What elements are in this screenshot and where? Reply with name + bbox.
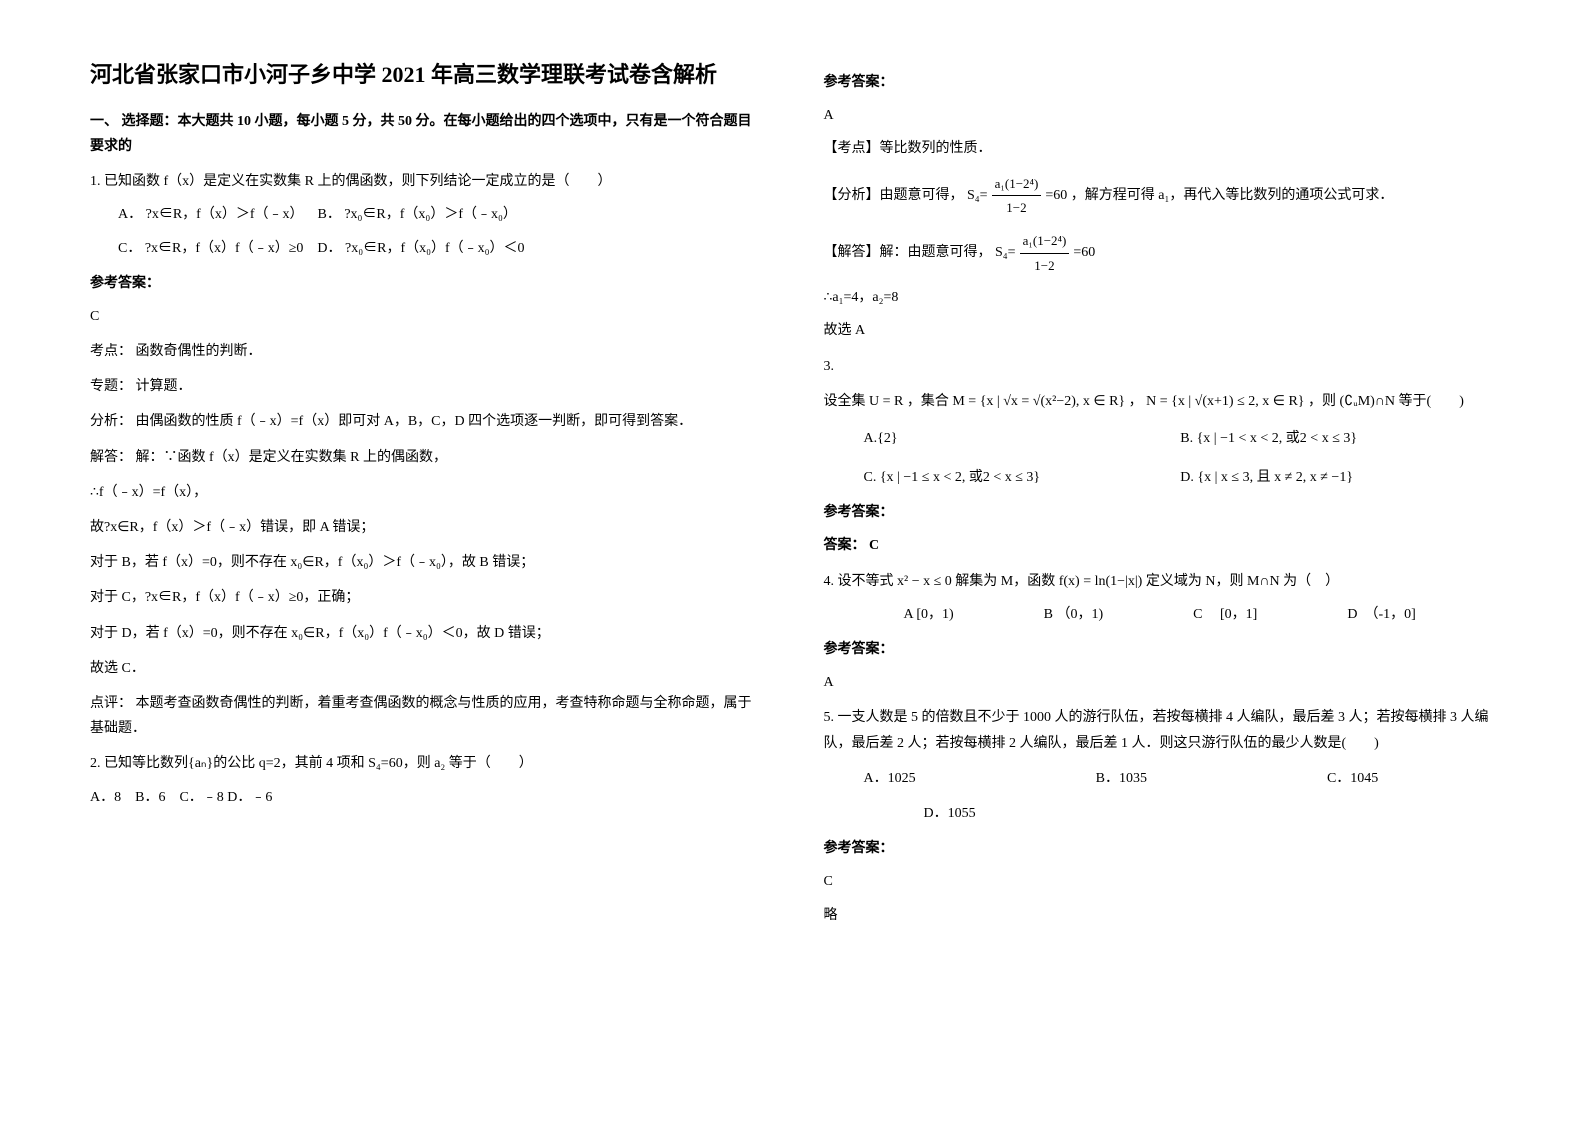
q2-jieda: 【解答】解：由题意可得， S₄= a₁(1−2⁴) 1−2 =60 — [824, 229, 1498, 277]
q3-option-a: A.{2} — [864, 426, 1181, 451]
left-column: 河北省张家口市小河子乡中学 2021 年高三数学理联考试卷含解析 一、 选择题：… — [90, 60, 764, 1062]
q5-option-d: D．1055 — [824, 801, 1498, 826]
q4-answer: A — [824, 670, 1498, 695]
q1-option-a: A． ?x∈R，f（x）＞f（﹣x） — [118, 207, 304, 222]
q1-jieda-7: 故选 C． — [90, 656, 764, 681]
q1-option-b: B． ?x₀∈R，f（x₀）＞f（﹣x₀） — [318, 207, 517, 222]
q1-ref-heading: 参考答案： — [90, 271, 764, 296]
q3-stem-pre: 设全集 U = R ，集合 — [824, 394, 949, 409]
q3-ref-heading: 参考答案： — [824, 500, 1498, 525]
q1-jieda-4: 对于 B，若 f（x）=0，则不存在 x₀∈R，f（x₀）＞f（﹣x₀），故 B… — [90, 550, 764, 575]
q3-answer: 答案： C — [824, 533, 1498, 558]
q2-stem: 2. 已知等比数列{aₙ}的公比 q=2，其前 4 项和 S₄=60，则 a₂ … — [90, 751, 764, 776]
q5-option-a: A．1025 — [864, 766, 916, 791]
q1-option-c: C． ?x∈R，f（x）f（﹣x）≥0 — [118, 241, 303, 256]
q4-option-d: D （-1，0] — [1347, 602, 1415, 627]
q1-options-row2: C． ?x∈R，f（x）f（﹣x）≥0 D． ?x₀∈R，f（x₀）f（﹣x₀）… — [90, 236, 764, 261]
zhuanti-label: 专题： — [90, 379, 132, 394]
q4-stem-mid2: 定义域为 N，则 — [1146, 574, 1244, 589]
q5-option-b: B．1035 — [1096, 766, 1147, 791]
q3-option-d: D. {x | x ≤ 3, 且 x ≠ 2, x ≠ −1} — [1180, 465, 1497, 490]
q1-jieda-2: ∴f（﹣x）=f（x）， — [90, 480, 764, 505]
frac-bot-2: 1−2 — [1031, 254, 1057, 277]
q1-answer: C — [90, 304, 764, 329]
q2-kaodian: 【考点】等比数列的性质． — [824, 136, 1498, 161]
q2-answer: A — [824, 103, 1498, 128]
q4-option-b: B （0，1) — [1044, 602, 1104, 627]
q4-stem-pre: 4. 设不等式 — [824, 574, 894, 589]
q4-ref-heading: 参考答案： — [824, 637, 1498, 662]
frac-top-2: a₁(1−2⁴) — [1020, 229, 1070, 253]
q1-jieda-1: 解答： 解：∵函数 f（x）是定义在实数集 R 上的偶函数， — [90, 445, 764, 470]
q3-options: A.{2} B. {x | −1 < x < 2, 或2 < x ≤ 3} C.… — [864, 426, 1498, 490]
q3-set-n: N = {x | √(x+1) ≤ 2, x ∈ R} — [1146, 394, 1304, 409]
kaodian-text: 函数奇偶性的判断． — [136, 344, 262, 359]
formula-s4-post: =60 — [1045, 188, 1067, 203]
formula-s4-pre: S₄= — [967, 188, 988, 203]
q3-expr: (∁ᵤM)∩N — [1340, 394, 1396, 409]
q3-stem-mid: ，则 — [1308, 394, 1336, 409]
formula-s4-pre-2: S₄= — [995, 245, 1016, 260]
q4-stem-mid1: 解集为 M，函数 — [955, 574, 1055, 589]
q2-fenxi: 【分析】由题意可得， S₄= a₁(1−2⁴) 1−2 =60 ，解方程可得 a… — [824, 172, 1498, 220]
page-title: 河北省张家口市小河子乡中学 2021 年高三数学理联考试卷含解析 — [90, 60, 764, 91]
q3-option-c: C. {x | −1 ≤ x < 2, 或2 < x ≤ 3} — [864, 465, 1181, 490]
q2-options: A．8 B．6 C．﹣8 D．﹣6 — [90, 785, 764, 810]
q5-omit: 略 — [824, 903, 1498, 928]
frac-bot: 1−2 — [1003, 196, 1029, 219]
section-1-heading: 一、 选择题：本大题共 10 小题，每小题 5 分，共 50 分。在每小题给出的… — [90, 109, 764, 159]
frac-top: a₁(1−2⁴) — [992, 172, 1042, 196]
formula-s4-post-2: =60 — [1073, 245, 1095, 260]
fenxi-label: 分析： — [90, 414, 132, 429]
q3-option-b: B. {x | −1 < x < 2, 或2 < x ≤ 3} — [1180, 426, 1497, 451]
q2-jieda-4: 故选 A — [824, 318, 1498, 343]
fenxi-text: 由偶函数的性质 f（﹣x）=f（x）即可对 A，B，C，D 四个选项逐一判断，即… — [136, 414, 693, 429]
jieda-text-1: 解：∵函数 f（x）是定义在实数集 R 上的偶函数， — [136, 450, 448, 465]
q4-option-c: C [0，1] — [1193, 602, 1257, 627]
q4-inter: M∩N — [1247, 574, 1280, 589]
q3-set-m: M = {x | √x = √(x²−2), x ∈ R} — [952, 394, 1125, 409]
jieda-label: 解答： — [90, 450, 132, 465]
q1-zhuanti: 专题： 计算题． — [90, 374, 764, 399]
q2-fenxi-post: ，解方程可得 a₁，再代入等比数列的通项公式可求． — [1071, 188, 1394, 203]
q1-dianping: 点评： 本题考查函数奇偶性的判断，着重考查偶函数的概念与性质的应用，考查特称命题… — [90, 691, 764, 741]
q3-comma-1: ， — [1129, 394, 1143, 409]
q3-number: 3. — [824, 354, 1498, 379]
q2-jieda-formula: S₄= a₁(1−2⁴) 1−2 =60 — [995, 245, 1095, 260]
kaodian-label: 考点： — [90, 344, 132, 359]
right-column: 参考答案： A 【考点】等比数列的性质． 【分析】由题意可得， S₄= a₁(1… — [824, 60, 1498, 1062]
fraction-s4-a: a₁(1−2⁴) 1−2 — [992, 172, 1042, 220]
q1-jieda-5: 对于 C，?x∈R，f（x）f（﹣x）≥0，正确； — [90, 585, 764, 610]
q3-stem: 设全集 U = R ，集合 M = {x | √x = √(x²−2), x ∈… — [824, 389, 1498, 414]
q5-stem: 5. 一支人数是 5 的倍数且不少于 1000 人的游行队伍，若按每横排 4 人… — [824, 705, 1498, 755]
q5-option-c: C．1045 — [1327, 766, 1378, 791]
q1-jieda-6: 对于 D，若 f（x）=0，则不存在 x₀∈R，f（x₀）f（﹣x₀）＜0，故 … — [90, 621, 764, 646]
q2-jieda-pre: 【解答】解：由题意可得， — [824, 245, 992, 260]
q4-func: f(x) = ln(1−|x|) — [1059, 574, 1143, 589]
q1-options-row1: A． ?x∈R，f（x）＞f（﹣x） B． ?x₀∈R，f（x₀）＞f（﹣x₀） — [90, 202, 764, 227]
q5-options-row1: A．1025 B．1035 C．1045 — [864, 766, 1498, 791]
q4-stem: 4. 设不等式 x² − x ≤ 0 解集为 M，函数 f(x) = ln(1−… — [824, 569, 1498, 594]
q4-options: A [0，1) B （0，1) C [0，1] D （-1，0] — [904, 602, 1498, 627]
q2-fenxi-pre: 【分析】由题意可得， — [824, 188, 964, 203]
q1-option-d: D． ?x₀∈R，f（x₀）f（﹣x₀）＜0 — [317, 241, 524, 256]
q5-ref-heading: 参考答案： — [824, 836, 1498, 861]
q4-stem-post: 为（ ） — [1283, 574, 1339, 589]
q1-fenxi: 分析： 由偶函数的性质 f（﹣x）=f（x）即可对 A，B，C，D 四个选项逐一… — [90, 409, 764, 434]
q1-stem: 1. 已知函数 f（x）是定义在实数集 R 上的偶函数，则下列结论一定成立的是（… — [90, 169, 764, 194]
dianping-text: 本题考查函数奇偶性的判断，着重考查偶函数的概念与性质的应用，考查特称命题与全称命… — [90, 696, 752, 736]
fraction-s4-b: a₁(1−2⁴) 1−2 — [1020, 229, 1070, 277]
q2-fenxi-formula: S₄= a₁(1−2⁴) 1−2 =60 — [967, 188, 1071, 203]
q4-ineq: x² − x ≤ 0 — [897, 574, 952, 589]
q1-jieda-3: 故?x∈R，f（x）＞f（﹣x）错误，即 A 错误； — [90, 515, 764, 540]
q2-ref-heading: 参考答案： — [824, 70, 1498, 95]
q5-answer: C — [824, 869, 1498, 894]
q1-kaodian: 考点： 函数奇偶性的判断． — [90, 339, 764, 364]
zhuanti-text: 计算题． — [136, 379, 192, 394]
q4-option-a: A [0，1) — [904, 602, 954, 627]
q2-jieda-3: ∴a₁=4，a₂=8 — [824, 285, 1498, 310]
q3-stem-post: 等于( ) — [1399, 394, 1464, 409]
dianping-label: 点评： — [90, 696, 132, 711]
